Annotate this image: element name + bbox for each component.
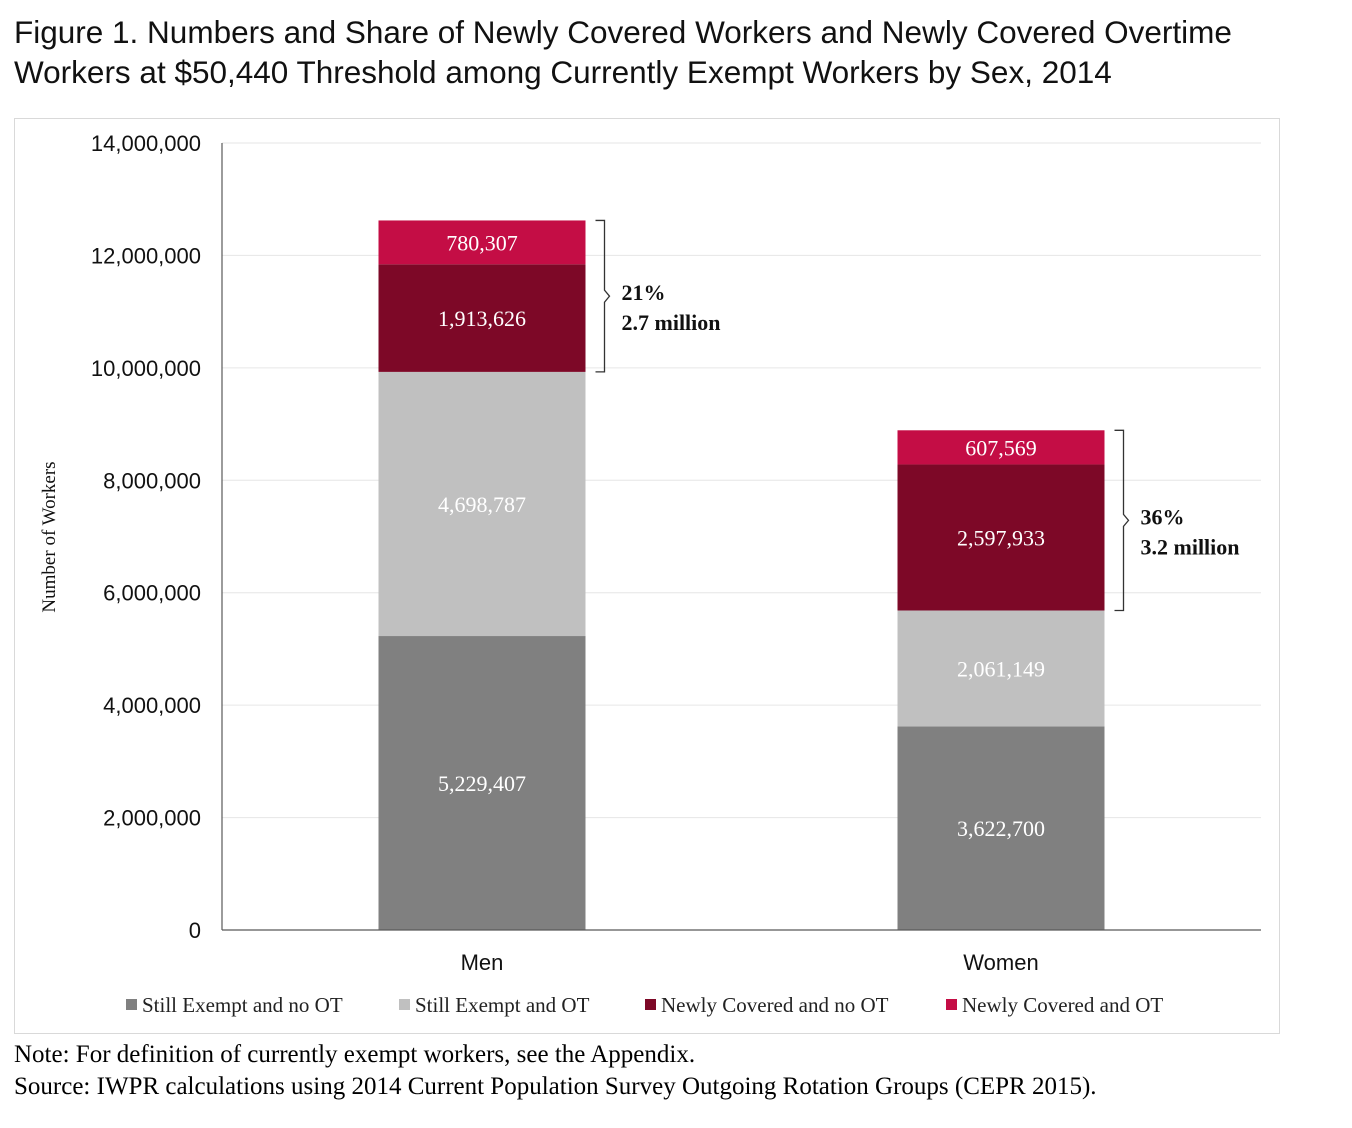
y-tick-label: 0: [189, 918, 201, 943]
y-tick-label: 4,000,000: [103, 693, 201, 718]
annotation-percent: 21%: [622, 280, 666, 305]
bar-segment: [378, 371, 586, 637]
y-tick-label: 10,000,000: [91, 356, 201, 381]
bar-segment: [897, 464, 1105, 611]
bar-segment: [378, 220, 586, 265]
data-label: 780,307: [446, 230, 518, 255]
y-tick-label: 6,000,000: [103, 581, 201, 606]
category-label: Men: [461, 950, 504, 975]
y-tick-label: 14,000,000: [91, 131, 201, 156]
figure-title: Figure 1. Numbers and Share of Newly Cov…: [14, 12, 1344, 92]
data-label: 1,913,626: [438, 306, 526, 331]
legend-swatch: [645, 999, 656, 1010]
figure-title-line-1: Figure 1. Numbers and Share of Newly Cov…: [14, 14, 1232, 50]
figure-notes: Note: For definition of currently exempt…: [14, 1039, 1344, 1103]
legend-label: Still Exempt and no OT: [142, 993, 343, 1017]
annotation-percent: 36%: [1141, 504, 1185, 529]
legend-swatch: [126, 999, 137, 1010]
data-label: 4,698,787: [438, 492, 526, 517]
y-tick-label: 8,000,000: [103, 468, 201, 493]
annotations: 21% 2.7 million 36% 3.2 million: [595, 219, 1240, 612]
axes: [221, 143, 1261, 931]
note-text: Note: For definition of currently exempt…: [14, 1041, 696, 1068]
bar-segment: [378, 264, 586, 372]
category-label: Women: [963, 950, 1038, 975]
annotation-count: 3.2 million: [1141, 534, 1240, 559]
y-tick-label: 12,000,000: [91, 243, 201, 268]
figure-title-line-2: Workers at $50,440 Threshold among Curre…: [14, 54, 1112, 90]
bar-segment: [378, 636, 586, 930]
bars: [378, 220, 1105, 930]
data-label: 5,229,407: [438, 771, 526, 796]
chart-frame: 0 2,000,000 4,000,000 6,000,000 8,000,000 10,…: [14, 118, 1280, 1034]
legend: Still Exempt and no OT Still Exempt and O…: [126, 993, 1163, 1017]
source-text: Source: IWPR calculations using 2014 Cur…: [14, 1073, 1097, 1100]
bracket: [595, 219, 611, 373]
data-label: 3,622,700: [957, 816, 1045, 841]
gridlines: [222, 142, 1261, 819]
bar-segment: [897, 726, 1105, 930]
data-label: 607,569: [965, 435, 1037, 460]
legend-swatch: [946, 999, 957, 1010]
data-label: 2,061,149: [957, 656, 1045, 681]
legend-label: Newly Covered and OT: [962, 993, 1163, 1017]
bar-segment: [897, 430, 1105, 465]
legend-swatch: [399, 999, 410, 1010]
y-tick-label: 2,000,000: [103, 806, 201, 831]
data-labels: 5,229,407 4,698,787 1,913,626 780,307 3,622,…: [438, 230, 1045, 841]
stacked-bar-chart: 0 2,000,000 4,000,000 6,000,000 8,000,000 10,…: [39, 131, 1261, 1017]
legend-label: Newly Covered and no OT: [661, 993, 889, 1017]
bar-segment: [897, 610, 1105, 727]
legend-label: Still Exempt and OT: [415, 993, 590, 1017]
y-axis-ticks: 0 2,000,000 4,000,000 6,000,000 8,000,000 10,…: [91, 131, 201, 943]
data-label: 2,597,933: [957, 525, 1045, 550]
x-axis-categories: Men Women: [461, 950, 1039, 975]
bracket: [1114, 429, 1130, 612]
y-axis-label: Number of Workers: [39, 461, 60, 612]
annotation-count: 2.7 million: [622, 310, 721, 335]
